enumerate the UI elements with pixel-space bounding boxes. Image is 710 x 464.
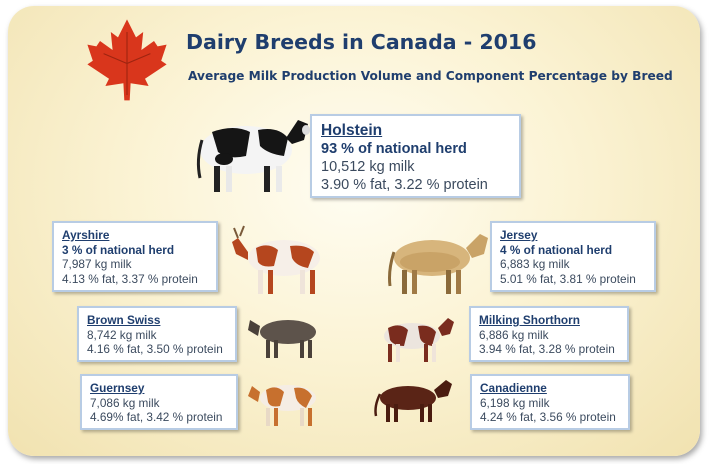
ayrshire-herd-share: 3 % of national herd xyxy=(62,242,175,257)
guernsey-components: 4.69% fat, 3.42 % protein xyxy=(90,410,223,424)
canadienne-card: Canadienne 6,198 kg milk 4.24 % fat, 3.5… xyxy=(470,374,630,430)
canadienne-milk: 6,198 kg milk xyxy=(480,395,550,410)
ayrshire-components: 4.13 % fat, 3.37 % protein xyxy=(62,271,198,286)
brown-swiss-cow-icon xyxy=(248,320,316,358)
canadienne-components: 4.24 % fat, 3.56 % protein xyxy=(480,410,616,424)
guernsey-card: Guernsey 7,086 kg milk 4.69% fat, 3.42 %… xyxy=(80,374,238,430)
jersey-milk: 6,883 kg milk xyxy=(500,257,570,271)
ayrshire-milk: 7,987 kg milk xyxy=(62,257,132,271)
canadienne-cow-icon xyxy=(374,380,452,422)
holstein-milk: 10,512 kg milk xyxy=(321,159,415,175)
brown-swiss-components: 4.16 % fat, 3.50 % protein xyxy=(87,342,223,356)
maple-leaf-icon xyxy=(87,19,167,101)
milking-shorthorn-card: Milking Shorthorn 6,886 kg milk 3.94 % f… xyxy=(469,306,629,362)
brown-swiss-name: Brown Swiss xyxy=(87,313,161,327)
jersey-herd-share: 4 % of national herd xyxy=(500,242,613,257)
jersey-cow-icon xyxy=(388,234,488,294)
ayrshire-cow-icon xyxy=(232,225,320,294)
holstein-cow-icon xyxy=(196,120,310,192)
page-title: Dairy Breeds in Canada - 2016 xyxy=(186,30,537,54)
holstein-herd-share: 93 % of national herd xyxy=(321,141,467,157)
jersey-components: 5.01 % fat, 3.81 % protein xyxy=(500,271,636,286)
milking-shorthorn-cow-icon xyxy=(384,318,454,362)
milking-shorthorn-milk: 6,886 kg milk xyxy=(479,327,549,342)
jersey-card: Jersey 4 % of national herd 6,883 kg mil… xyxy=(490,221,656,292)
holstein-components: 3.90 % fat, 3.22 % protein xyxy=(321,177,488,193)
holstein-name: Holstein xyxy=(321,122,383,139)
milking-shorthorn-components: 3.94 % fat, 3.28 % protein xyxy=(479,342,615,356)
guernsey-milk: 7,086 kg milk xyxy=(90,395,160,410)
guernsey-name: Guernsey xyxy=(90,381,145,395)
canadienne-name: Canadienne xyxy=(480,381,547,395)
holstein-card: Holstein 93 % of national herd 10,512 kg… xyxy=(310,114,521,198)
brown-swiss-card: Brown Swiss 8,742 kg milk 4.16 % fat, 3.… xyxy=(77,306,237,362)
ayrshire-card: Ayrshire 3 % of national herd 7,987 kg m… xyxy=(52,221,218,292)
milking-shorthorn-name: Milking Shorthorn xyxy=(479,313,580,327)
brown-swiss-milk: 8,742 kg milk xyxy=(87,327,157,342)
ayrshire-name: Ayrshire xyxy=(62,228,110,242)
jersey-name: Jersey xyxy=(500,228,538,242)
page-subtitle: Average Milk Production Volume and Compo… xyxy=(188,69,673,83)
guernsey-cow-icon xyxy=(248,385,316,426)
